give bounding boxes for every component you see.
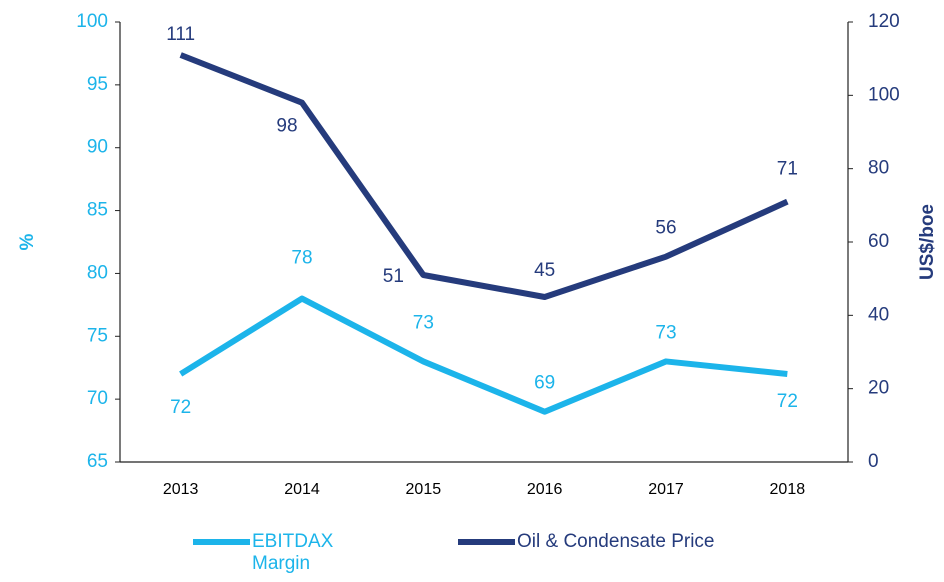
y2-axis-title: US$/boe [917, 204, 938, 280]
data-label: 98 [276, 116, 297, 137]
line [179, 295, 788, 415]
y-tick-label: 95 [87, 74, 108, 95]
x-tick-label: 2013 [163, 481, 199, 498]
data-label: 51 [383, 266, 404, 287]
data-label: 72 [777, 391, 798, 412]
line [179, 52, 789, 300]
x-tick-label: 2014 [284, 481, 320, 498]
y2-tick-label: 80 [868, 158, 889, 179]
y2-tick-label: 120 [868, 11, 900, 32]
x-tick-label: 2016 [527, 481, 563, 498]
y-tick-label: 70 [87, 388, 108, 409]
y2-tick-label: 60 [868, 231, 889, 252]
x-tick-label: 2017 [648, 481, 684, 498]
data-label: 78 [291, 248, 312, 269]
y-axis-title: % [17, 233, 38, 250]
data-label: 72 [170, 397, 191, 418]
y2-tick-label: 20 [868, 378, 889, 399]
data-label: 45 [534, 260, 555, 281]
y-tick-label: 80 [87, 262, 108, 283]
data-label: 69 [534, 373, 555, 394]
y-tick-label: 100 [76, 11, 108, 32]
data-label: 73 [413, 312, 434, 333]
data-label: 73 [655, 322, 676, 343]
y2-tick-label: 100 [868, 84, 900, 105]
y-tick-label: 75 [87, 325, 108, 346]
legend-label: EBITDAX Margin [252, 531, 334, 574]
legend-label: Oil & Condensate Price [517, 531, 715, 552]
y-tick-label: 85 [87, 200, 108, 221]
y2-tick-label: 0 [868, 451, 879, 472]
y-tick-label: 90 [87, 137, 108, 158]
y2-tick-label: 40 [868, 304, 889, 325]
data-label: 56 [655, 218, 676, 239]
y-tick-label: 65 [87, 451, 108, 472]
data-label: 111 [166, 24, 195, 45]
data-label: 71 [777, 159, 798, 180]
x-tick-label: 2015 [406, 481, 442, 498]
x-tick-label: 2018 [770, 481, 806, 498]
